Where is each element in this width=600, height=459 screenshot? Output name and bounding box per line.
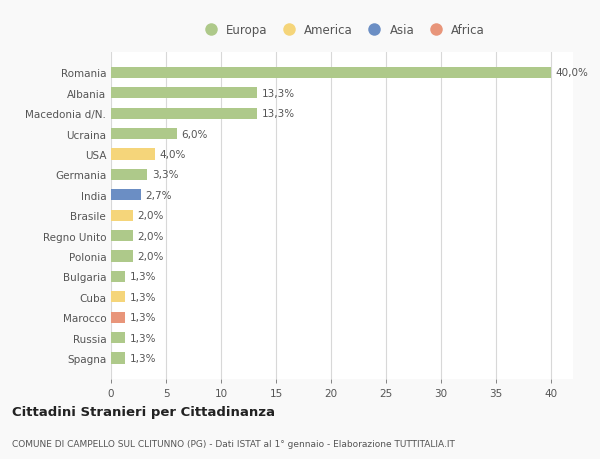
Text: Cittadini Stranieri per Cittadinanza: Cittadini Stranieri per Cittadinanza bbox=[12, 405, 275, 419]
Text: 1,3%: 1,3% bbox=[130, 333, 156, 343]
Bar bbox=[111, 149, 155, 160]
Text: 1,3%: 1,3% bbox=[130, 353, 156, 363]
Bar bbox=[111, 169, 148, 180]
Bar bbox=[111, 332, 125, 343]
Text: 6,0%: 6,0% bbox=[181, 129, 208, 139]
Text: 2,0%: 2,0% bbox=[137, 211, 164, 221]
Bar bbox=[111, 312, 125, 323]
Bar bbox=[111, 67, 551, 79]
Bar bbox=[111, 353, 125, 364]
Text: COMUNE DI CAMPELLO SUL CLITUNNO (PG) - Dati ISTAT al 1° gennaio - Elaborazione T: COMUNE DI CAMPELLO SUL CLITUNNO (PG) - D… bbox=[12, 439, 455, 448]
Text: 2,0%: 2,0% bbox=[137, 231, 164, 241]
Text: 2,7%: 2,7% bbox=[145, 190, 172, 201]
Text: 13,3%: 13,3% bbox=[262, 109, 295, 119]
Bar bbox=[111, 230, 133, 242]
Legend: Europa, America, Asia, Africa: Europa, America, Asia, Africa bbox=[194, 20, 490, 42]
Text: 2,0%: 2,0% bbox=[137, 252, 164, 262]
Bar bbox=[111, 129, 177, 140]
Text: 3,3%: 3,3% bbox=[152, 170, 178, 180]
Bar bbox=[111, 210, 133, 221]
Text: 1,3%: 1,3% bbox=[130, 292, 156, 302]
Bar bbox=[111, 190, 140, 201]
Text: 40,0%: 40,0% bbox=[556, 68, 588, 78]
Bar bbox=[111, 108, 257, 119]
Bar bbox=[111, 271, 125, 282]
Text: 1,3%: 1,3% bbox=[130, 313, 156, 323]
Bar bbox=[111, 291, 125, 303]
Text: 1,3%: 1,3% bbox=[130, 272, 156, 282]
Bar bbox=[111, 251, 133, 262]
Text: 4,0%: 4,0% bbox=[160, 150, 186, 160]
Bar bbox=[111, 88, 257, 99]
Text: 13,3%: 13,3% bbox=[262, 89, 295, 99]
